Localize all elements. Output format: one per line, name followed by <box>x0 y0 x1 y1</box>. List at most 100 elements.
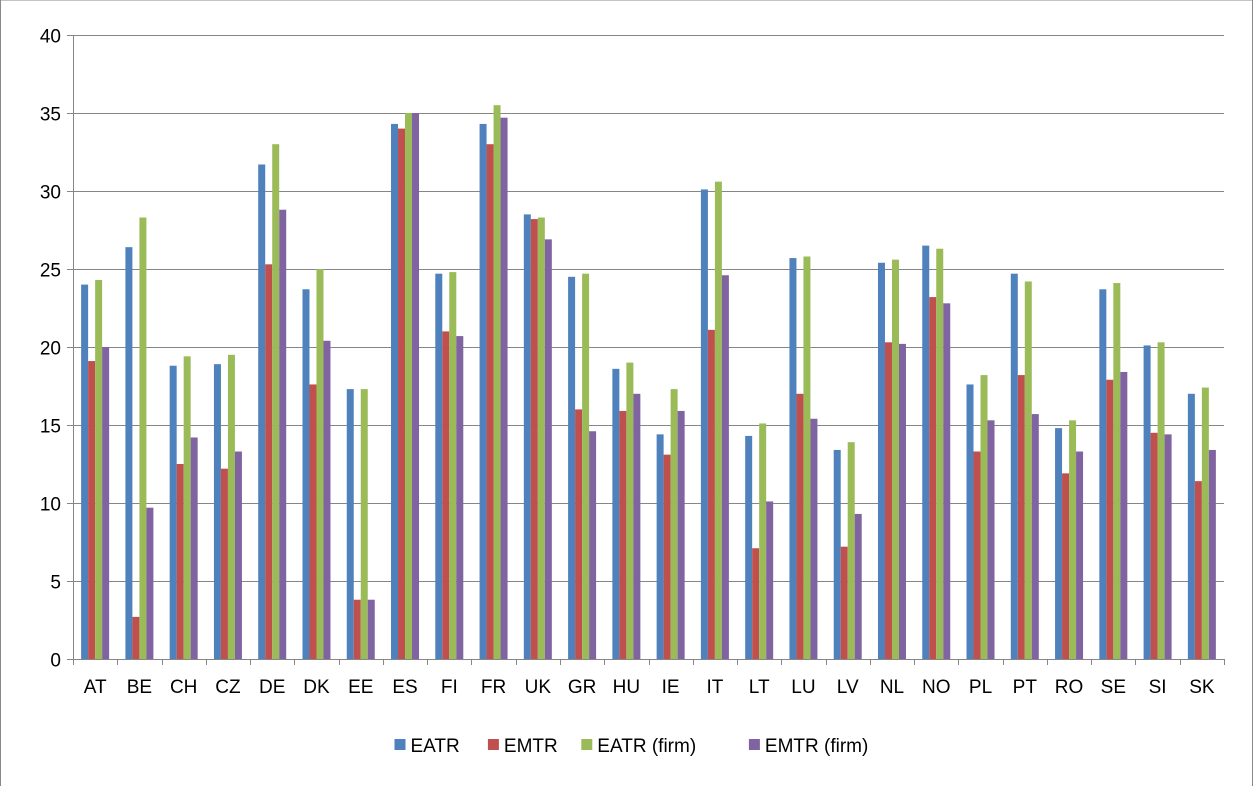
bar-emtr-ee <box>353 599 361 659</box>
bar-eatr-dk <box>302 289 310 659</box>
bar-emtr-dk <box>309 384 317 659</box>
bar-emtr-lt <box>752 548 760 659</box>
bar-emtr-firm-si <box>1164 434 1172 659</box>
x-tick-label: BE <box>127 677 152 698</box>
bar-eatr-fr <box>479 123 487 660</box>
bar-eatr-firm-uk <box>537 217 545 659</box>
bar-emtr-ch <box>176 464 184 659</box>
y-tick-label: 10 <box>40 495 61 516</box>
x-tick-label: LT <box>749 677 770 698</box>
legend-label: EMTR <box>504 736 558 757</box>
bar-eatr-de <box>258 164 266 660</box>
bar-emtr-firm-lv <box>854 513 862 659</box>
bar-emtr-firm-ie <box>677 410 685 659</box>
bar-eatr-ee <box>346 389 354 659</box>
bar-emtr-hu <box>619 410 627 659</box>
bar-emtr-fr <box>486 144 494 659</box>
bar-eatr-ro <box>1055 428 1063 659</box>
y-tick-label: 25 <box>40 261 61 282</box>
x-tick-label: EE <box>348 677 373 698</box>
legend-label: EATR (firm) <box>597 736 696 757</box>
legend-swatch <box>581 739 593 750</box>
bar-eatr-firm-nl <box>891 259 899 659</box>
x-tick-label: IE <box>662 677 680 698</box>
bar-emtr-firm-lt <box>766 501 774 659</box>
bar-emtr-si <box>1150 432 1158 659</box>
bar-emtr-de <box>265 264 273 659</box>
bar-emtr-be <box>132 616 140 659</box>
bar-eatr-lv <box>833 449 841 659</box>
x-tick-label: UK <box>525 677 552 698</box>
x-tick-label: HU <box>613 677 640 698</box>
bar-emtr-it <box>707 329 715 659</box>
bar-eatr-firm-ee <box>360 389 368 659</box>
bar-emtr-firm-es <box>412 113 420 659</box>
bar-emtr-firm-sk <box>1208 449 1216 659</box>
bar-emtr-firm-dk <box>323 340 331 659</box>
bar-emtr-sk <box>1194 481 1202 659</box>
legend-swatch <box>394 739 406 750</box>
bar-emtr-firm-uk <box>544 239 552 660</box>
bar-emtr-firm-it <box>721 275 729 659</box>
bar-eatr-firm-se <box>1113 283 1121 659</box>
x-tick-label: NL <box>880 677 904 698</box>
x-tick-label: AT <box>84 677 107 698</box>
bar-emtr-fi <box>442 331 450 659</box>
bar-eatr-firm-sk <box>1201 387 1209 659</box>
bar-eatr-firm-gr <box>582 273 590 659</box>
bar-emtr-firm-fr <box>500 117 508 660</box>
bar-emtr-firm-gr <box>589 431 597 659</box>
bar-eatr-be <box>125 247 133 659</box>
bar-eatr-firm-it <box>714 181 722 659</box>
bar-eatr-firm-no <box>936 248 944 659</box>
bar-emtr-no <box>929 297 937 659</box>
x-tick-label: ES <box>392 677 417 698</box>
x-tick-label: DE <box>259 677 285 698</box>
y-tick-label: 15 <box>40 417 61 438</box>
bar-eatr-es <box>391 123 399 660</box>
bar-eatr-nl <box>877 262 885 659</box>
y-tick-label: 20 <box>40 339 61 360</box>
x-tick-label: DK <box>303 677 330 698</box>
bar-emtr-pl <box>973 451 981 659</box>
y-tick-label: 5 <box>50 573 61 594</box>
y-tick-label: 35 <box>40 105 61 126</box>
bar-eatr-gr <box>568 276 576 659</box>
x-tick-label: PL <box>969 677 992 698</box>
bar-eatr-fi <box>435 273 443 659</box>
bar-eatr-pt <box>1010 273 1018 659</box>
bar-eatr-firm-es <box>405 113 413 659</box>
bar-emtr-firm-no <box>943 303 951 659</box>
bar-emtr-firm-fi <box>456 336 464 659</box>
legend-swatch <box>487 739 499 750</box>
bar-emtr-ie <box>663 454 671 659</box>
bar-emtr-firm-ro <box>1076 451 1084 659</box>
bar-eatr-ch <box>169 365 177 659</box>
bar-eatr-firm-at <box>95 279 103 659</box>
bar-eatr-sk <box>1187 393 1195 659</box>
bar-eatr-firm-dk <box>316 269 324 659</box>
legend-swatch <box>748 739 760 750</box>
x-tick-label: LU <box>791 677 815 698</box>
bar-eatr-firm-ro <box>1069 420 1077 659</box>
legend-label: EMTR (firm) <box>765 736 868 757</box>
y-tick-label: 30 <box>40 183 61 204</box>
bar-eatr-firm-fi <box>449 272 457 659</box>
x-tick-label: LV <box>837 677 859 698</box>
bar-emtr-firm-lu <box>810 418 818 659</box>
bar-emtr-lu <box>796 393 804 659</box>
x-tick-label: NO <box>922 677 951 698</box>
bar-eatr-si <box>1143 345 1151 659</box>
bar-emtr-firm-be <box>146 507 154 659</box>
bar-eatr-it <box>700 189 708 659</box>
bar-eatr-firm-de <box>272 144 280 659</box>
bar-emtr-es <box>398 128 406 660</box>
bar-eatr-firm-fr <box>493 105 501 659</box>
bar-emtr-firm-se <box>1120 371 1128 659</box>
bar-eatr-lt <box>745 435 753 659</box>
bar-eatr-firm-pl <box>980 375 988 659</box>
bar-emtr-firm-nl <box>898 343 906 659</box>
bar-emtr-firm-pt <box>1031 414 1039 659</box>
